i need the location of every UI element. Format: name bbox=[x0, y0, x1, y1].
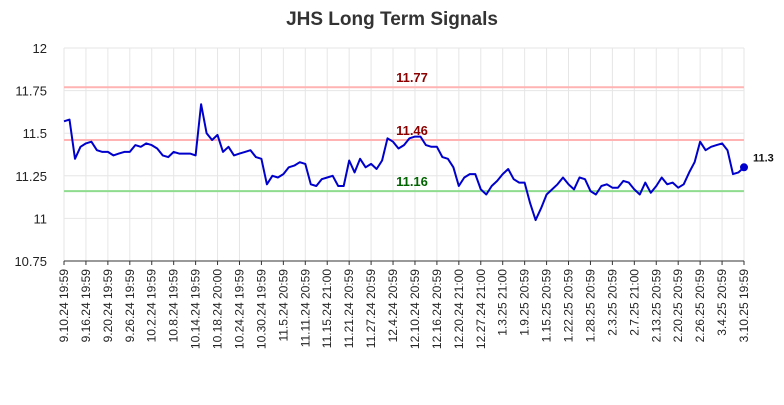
x-tick-label: 10.30.24 19:59 bbox=[254, 269, 268, 349]
x-tick-label: 10.2.24 19:59 bbox=[145, 269, 159, 343]
x-tick-label: 12.16.24 20:59 bbox=[430, 269, 444, 349]
x-tick-label: 12.27.24 21:00 bbox=[474, 269, 488, 349]
x-tick-label: 12.4.24 20:59 bbox=[386, 269, 400, 343]
x-tick-label: 11.11.24 20:59 bbox=[298, 269, 312, 348]
x-tick-label: 11.5.24 20:59 bbox=[276, 269, 290, 342]
y-tick-label: 10.75 bbox=[14, 254, 47, 269]
x-tick-label: 2.13.25 20:59 bbox=[649, 269, 663, 343]
x-tick-label: 10.24.24 19:59 bbox=[232, 269, 246, 349]
x-tick-label: 1.15.25 20:59 bbox=[540, 269, 554, 343]
y-tick-label: 11.75 bbox=[15, 84, 47, 99]
x-tick-label: 12.20.24 21:00 bbox=[452, 269, 466, 349]
x-tick-label: 9.16.24 19:59 bbox=[79, 269, 93, 343]
chart-title: JHS Long Term Signals bbox=[286, 9, 498, 30]
x-tick-label: 3.4.25 20:59 bbox=[715, 269, 729, 336]
y-tick-label: 11.5 bbox=[23, 126, 47, 141]
x-tick-label: 1.3.25 21:00 bbox=[496, 269, 510, 336]
price-line bbox=[63, 103, 745, 222]
y-tick-label: 12 bbox=[33, 41, 47, 56]
y-tick-label: 11.25 bbox=[15, 169, 47, 184]
x-tick-label: 11.15.24 21:00 bbox=[320, 269, 334, 349]
signal-line-label: 11.77 bbox=[396, 70, 428, 85]
x-tick-label: 2.26.25 20:59 bbox=[693, 269, 707, 343]
signal-lines bbox=[64, 86, 744, 193]
x-tick-label: 2.3.25 20:59 bbox=[605, 269, 619, 336]
last-point-marker bbox=[740, 163, 748, 172]
x-tick-label: 9.10.24 19:59 bbox=[57, 269, 71, 343]
x-tick-label: 10.18.24 20:00 bbox=[211, 269, 225, 349]
signal-line-label: 11.16 bbox=[396, 174, 428, 189]
x-tick-label: 11.27.24 20:59 bbox=[364, 269, 378, 349]
last-value-label: 11.3 bbox=[753, 152, 774, 164]
x-tick-label: 1.28.25 20:59 bbox=[583, 269, 597, 343]
price-series bbox=[63, 103, 748, 222]
x-tick-label: 1.22.25 20:59 bbox=[562, 269, 576, 343]
x-tick-label: 2.7.25 21:00 bbox=[627, 269, 641, 336]
x-tick-label: 9.26.24 19:59 bbox=[123, 269, 137, 343]
x-tick-label: 9.20.24 19:59 bbox=[101, 269, 115, 343]
x-tick-label: 3.10.25 19:59 bbox=[737, 269, 751, 343]
labels: 11.77 11.46 11.16 11.3 bbox=[396, 70, 774, 189]
signal-line-label: 11.46 bbox=[396, 123, 428, 138]
x-tick-label: 11.21.24 20:59 bbox=[342, 269, 356, 349]
x-tick-label: 10.14.24 19:59 bbox=[189, 269, 203, 349]
axes: 10.75 11 11.25 11.5 11.75 12 9.10.24 19:59 9.16… bbox=[14, 41, 751, 349]
x-tick-label: 12.10.24 20:59 bbox=[408, 269, 422, 349]
x-tick-label: 1.9.25 20:59 bbox=[518, 269, 532, 336]
y-tick-label: 11 bbox=[34, 211, 48, 226]
x-tick-label: 10.8.24 19:59 bbox=[167, 269, 181, 343]
x-tick-label: 2.20.25 20:59 bbox=[671, 269, 685, 343]
